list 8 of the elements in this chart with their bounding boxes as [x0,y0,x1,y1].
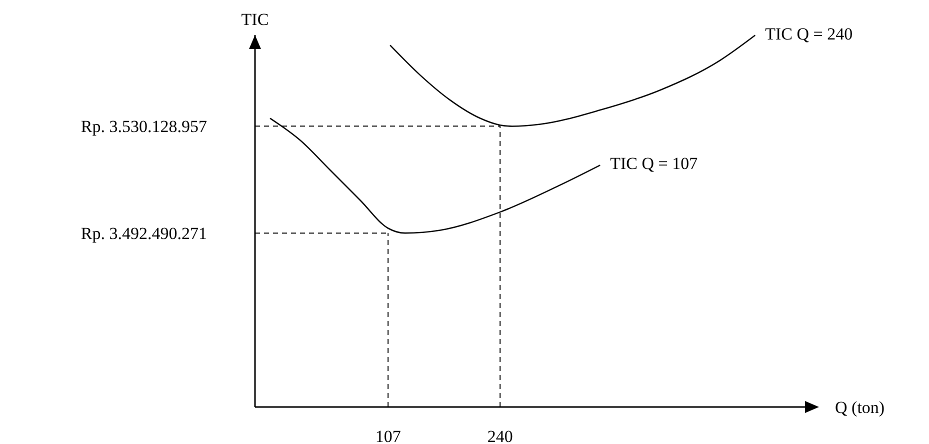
series-label: TIC Q = 107 [610,154,698,174]
y-tick-label: Rp. 3.492.490.271 [80,224,207,244]
x-axis-title: Q (ton) [835,398,885,417]
y-tick-label: Rp. 3.530.128.957 [80,117,208,136]
x-tick-label: 240 [487,427,513,444]
y-axis-title: TIC [241,10,269,29]
x-tick-label: 107 [375,427,402,444]
series-label: TIC Q = 240 [765,24,853,44]
